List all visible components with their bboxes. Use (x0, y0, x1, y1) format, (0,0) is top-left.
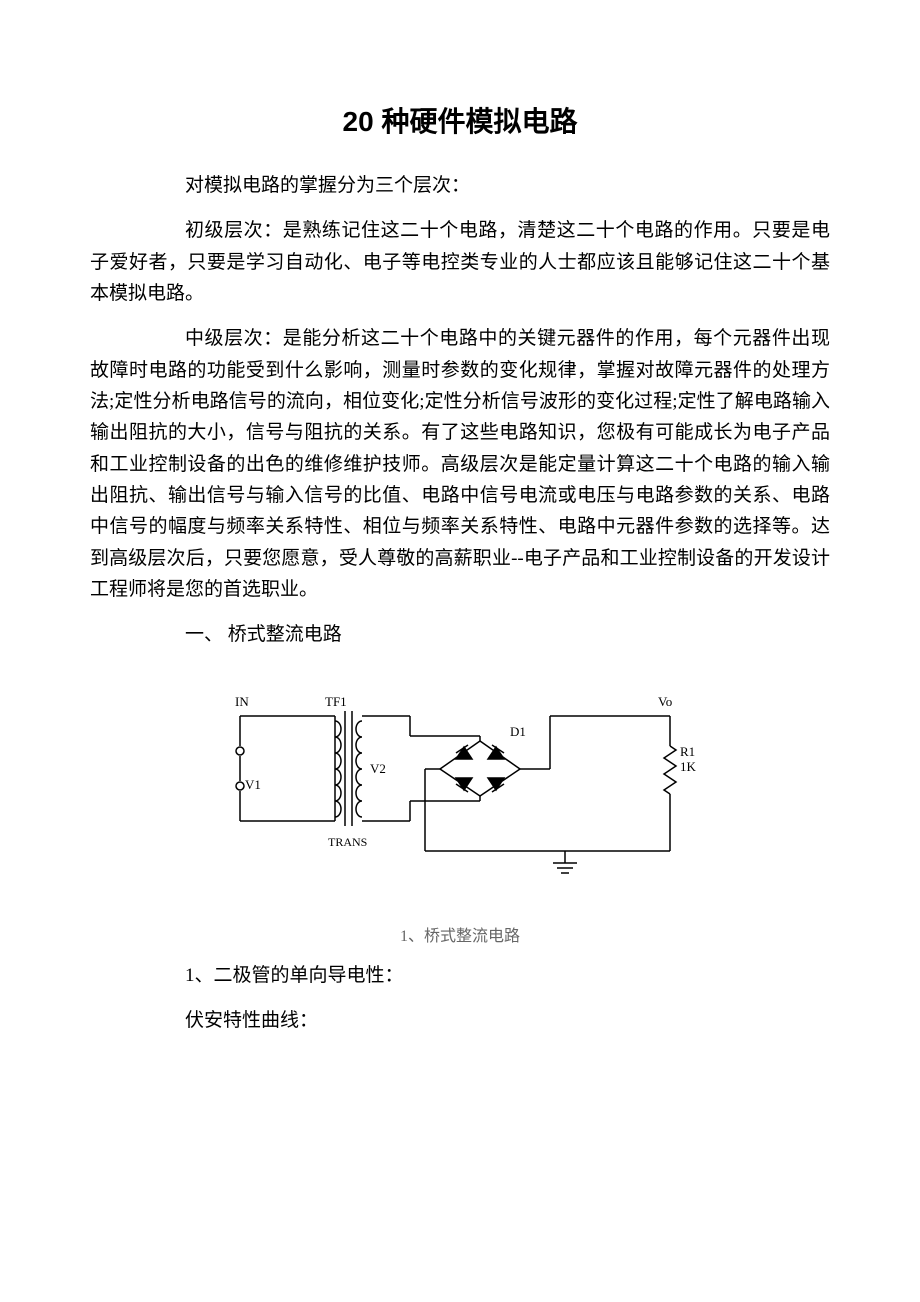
paragraph-level1: 初级层次：是熟练记住这二十个电路，清楚这二十个电路的作用。只要是电子爱好者，只要… (90, 215, 830, 309)
label-r1: R1 (680, 744, 695, 759)
label-in: IN (235, 694, 249, 709)
paragraph-intro: 对模拟电路的掌握分为三个层次： (90, 170, 830, 201)
circuit-diagram: IN TF1 V1 V2 D1 Vo R1 1K TRANS 1、桥式整流电路 (90, 681, 830, 946)
label-trans: TRANS (328, 835, 367, 849)
label-v2: V2 (370, 761, 386, 776)
paragraph-item2: 伏安特性曲线： (90, 1005, 830, 1036)
label-v1: V1 (245, 777, 261, 792)
paragraph-level2: 中级层次：是能分析这二十个电路中的关键元器件的作用，每个元器件出现故障时电路的功… (90, 323, 830, 605)
label-vo: Vo (658, 694, 672, 709)
label-r1-value: 1K (680, 759, 697, 774)
section-heading-1: 一、 桥式整流电路 (90, 619, 830, 650)
page-title: 20 种硬件模拟电路 (90, 100, 830, 140)
diagram-caption: 1、桥式整流电路 (90, 922, 830, 946)
label-tf1: TF1 (325, 694, 347, 709)
label-d1: D1 (510, 724, 526, 739)
paragraph-item1: 1、二极管的单向导电性： (90, 960, 830, 991)
